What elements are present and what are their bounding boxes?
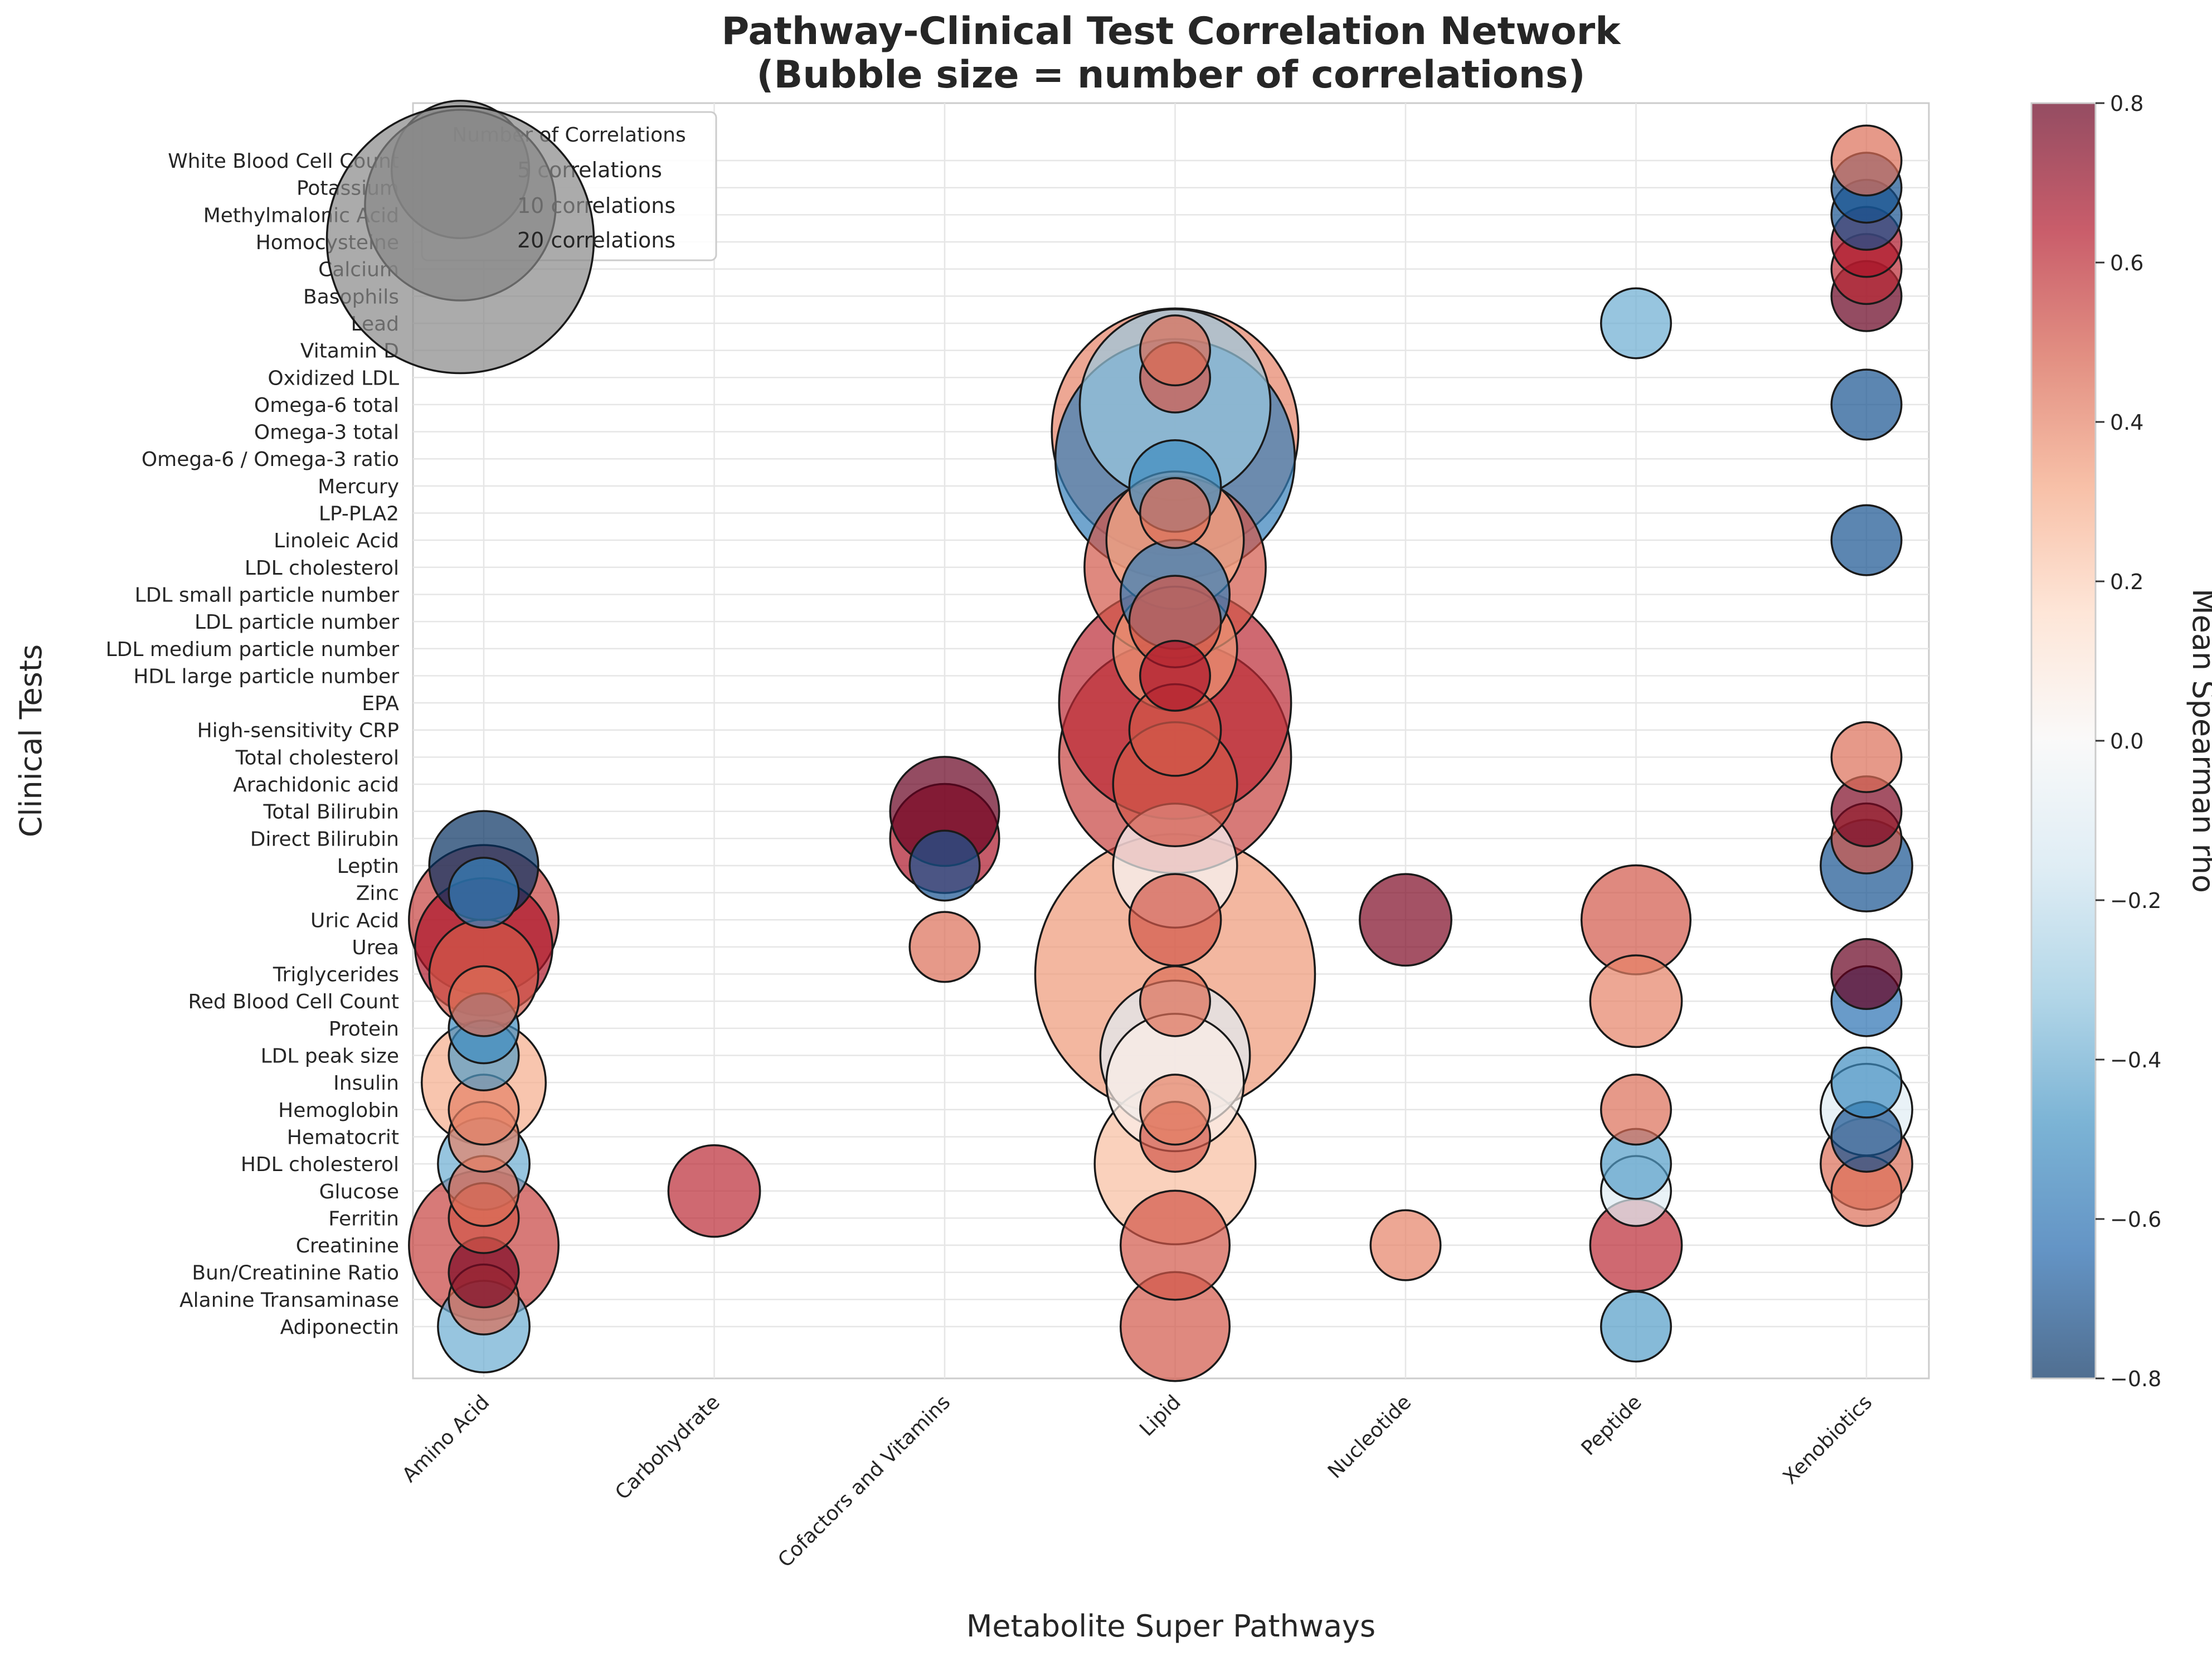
y-tick-label: Total cholesterol (235, 746, 399, 769)
y-tick-label: Creatinine (296, 1235, 399, 1257)
y-tick-label: Ferritin (328, 1207, 399, 1230)
bubble (1830, 368, 1903, 441)
y-tick-label: LDL particle number (195, 611, 399, 634)
bubble (908, 911, 981, 983)
bubble (1359, 873, 1452, 967)
y-tick-label: LDL cholesterol (245, 557, 399, 580)
bubble (1830, 1046, 1903, 1119)
bubble (448, 965, 520, 1037)
bubble (1600, 1074, 1672, 1146)
bubble (1139, 965, 1211, 1037)
y-tick-label: Adiponectin (280, 1316, 399, 1339)
colorbar-tick-label: 0.8 (2110, 91, 2143, 116)
colorbar-tick-label: −0.2 (2110, 888, 2161, 913)
bubble (1139, 477, 1211, 549)
colorbar-tick-label: −0.8 (2110, 1367, 2161, 1391)
colorbar-gradient (2030, 102, 2097, 1380)
bubble (448, 857, 520, 929)
y-tick-label: Omega-3 total (254, 421, 399, 444)
bubble (1128, 873, 1222, 967)
chart-title: Pathway-Clinical Test Correlation Networ… (722, 9, 1622, 54)
y-tick-label: Alanine Transaminase (179, 1289, 399, 1312)
bubble (1600, 1290, 1672, 1363)
y-tick-label: Glucose (319, 1181, 399, 1203)
colorbar-label: Mean Spearman rho (2186, 589, 2212, 893)
legend-marker (325, 105, 595, 375)
y-tick-label: Zinc (356, 882, 399, 905)
bubble (1600, 287, 1672, 360)
bubble (1830, 124, 1903, 197)
bubble (1830, 721, 1903, 793)
colorbar-tick-label: −0.4 (2110, 1048, 2161, 1072)
colorbar-tick-label: −0.6 (2110, 1207, 2161, 1232)
y-tick-label: Protein (329, 1018, 399, 1041)
colorbar: Mean Spearman rho 0.8 0.6 0.4 0.2 0.0 −0.2 −0.… (2030, 91, 2212, 1391)
y-tick-label: Urea (352, 936, 399, 959)
y-tick-label: LDL medium particle number (106, 638, 400, 661)
colorbar-tick-label: 0.2 (2110, 570, 2143, 594)
size-legend: Number of Correlations 5 correlations10 … (325, 100, 717, 375)
y-tick-label: Bun/Creatinine Ratio (192, 1262, 399, 1285)
y-tick-label: Triglycerides (273, 964, 399, 987)
y-tick-label: Uric Acid (310, 909, 399, 932)
colorbar-tick-label: 0.0 (2110, 729, 2143, 754)
y-tick-label: Red Blood Cell Count (188, 990, 399, 1013)
y-tick-label: LDL small particle number (135, 584, 400, 606)
y-tick-label: High-sensitivity CRP (197, 720, 399, 742)
bubble-layer (408, 124, 1913, 1382)
y-tick-label: Insulin (333, 1072, 399, 1095)
bubble (908, 829, 981, 902)
colorbar-tick-label: 0.6 (2110, 251, 2143, 275)
y-tick-label: Oxidized LDL (268, 367, 399, 390)
y-tick-label: LDL peak size (261, 1045, 399, 1068)
bubble (1139, 639, 1211, 712)
y-tick-label: LP-PLA2 (319, 503, 399, 526)
y-tick-label: Linoleic Acid (274, 530, 399, 552)
y-tick-label: Arachidonic acid (233, 774, 399, 796)
bubble (1830, 938, 1903, 1011)
bubble (1369, 1209, 1442, 1281)
bubble (1139, 314, 1211, 387)
y-tick-label: Leptin (337, 855, 399, 878)
y-tick-label: Hematocrit (287, 1126, 399, 1149)
y-tick-label: EPA (362, 692, 399, 715)
chart-subtitle: (Bubble size = number of correlations) (756, 53, 1585, 97)
y-tick-label: Hemoglobin (278, 1099, 399, 1122)
x-axis-label: Metabolite Super Pathways (966, 1609, 1375, 1644)
bubble (1119, 1189, 1231, 1301)
y-tick-label: Omega-6 / Omega-3 ratio (142, 448, 399, 471)
legend-entry-label: 20 correlations (517, 228, 675, 252)
y-tick-label: Total Bilirubin (262, 801, 399, 824)
bubble (1830, 504, 1903, 576)
y-tick-label: Omega-6 total (254, 394, 399, 417)
y-tick-label: HDL large particle number (133, 665, 399, 688)
y-axis-label: Clinical Tests (13, 644, 48, 837)
y-tick-label: HDL cholesterol (241, 1153, 399, 1176)
bubble (1589, 954, 1683, 1048)
colorbar-tick-label: 0.4 (2110, 410, 2143, 435)
y-tick-label: Direct Bilirubin (250, 828, 399, 851)
bubble (667, 1144, 761, 1238)
y-tick-label: Mercury (318, 475, 399, 498)
bubble (1139, 1074, 1211, 1146)
